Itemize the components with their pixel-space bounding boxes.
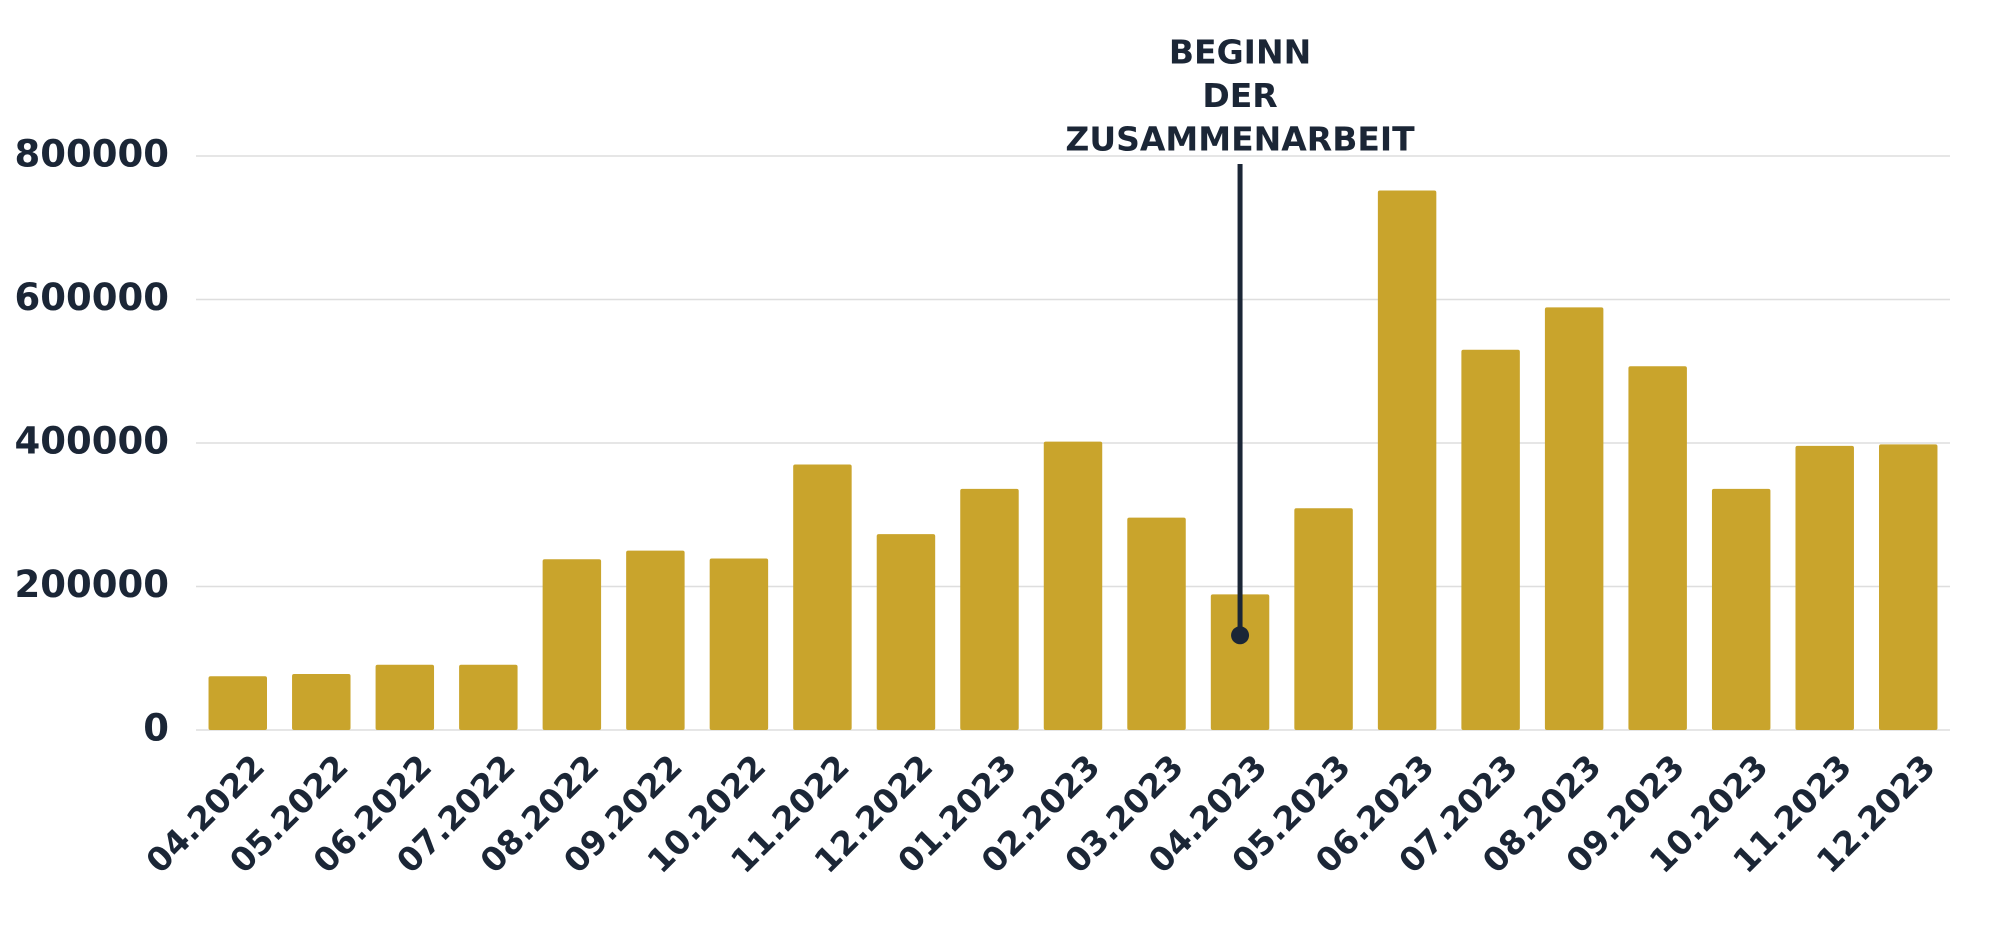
bar bbox=[960, 488, 1019, 730]
bar bbox=[459, 664, 518, 730]
y-tick-label: 600000 bbox=[15, 276, 169, 319]
bar bbox=[1544, 307, 1604, 730]
bar bbox=[542, 559, 602, 730]
bar bbox=[626, 550, 685, 730]
bar bbox=[1711, 488, 1771, 730]
bar bbox=[876, 534, 936, 730]
bar bbox=[1043, 441, 1103, 730]
y-tick-label: 400000 bbox=[15, 420, 169, 463]
bar bbox=[1127, 517, 1186, 730]
y-tick-label: 200000 bbox=[15, 563, 169, 606]
y-tick-label: 0 bbox=[143, 707, 169, 750]
bar bbox=[375, 664, 435, 730]
bar bbox=[1461, 349, 1520, 730]
bar bbox=[1210, 594, 1270, 730]
bar bbox=[1628, 366, 1687, 730]
bar bbox=[1294, 508, 1353, 730]
y-tick-label: 800000 bbox=[15, 133, 169, 176]
annotation-dot bbox=[1231, 626, 1250, 645]
annotation-text: BEGINN bbox=[1169, 33, 1311, 72]
annotation-text: DER bbox=[1202, 76, 1277, 115]
bar bbox=[208, 676, 267, 730]
bar bbox=[1879, 444, 1938, 730]
annotation-text: ZUSAMMENARBEIT bbox=[1065, 120, 1415, 159]
bar bbox=[793, 464, 852, 730]
bar bbox=[1795, 445, 1854, 730]
bar bbox=[709, 558, 769, 730]
bar bbox=[1377, 190, 1437, 730]
bar bbox=[292, 674, 351, 730]
